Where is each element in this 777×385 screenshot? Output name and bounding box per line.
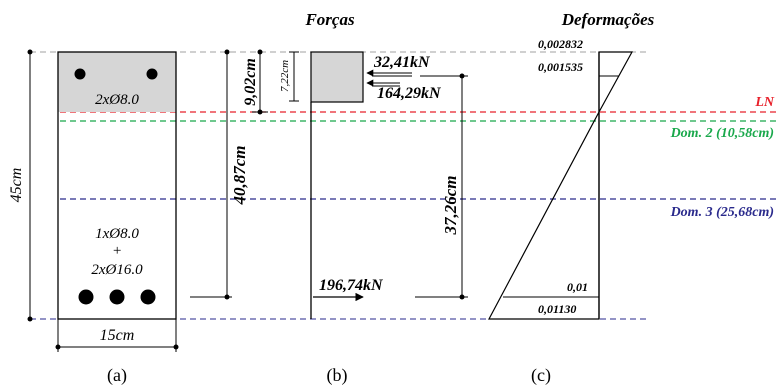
top-rebar xyxy=(146,68,158,80)
caption-b: (b) xyxy=(327,365,348,385)
dimension-dot xyxy=(173,344,179,350)
compression-zone xyxy=(58,52,176,112)
caption-a: (a) xyxy=(107,365,127,385)
d-label: 40,87cm xyxy=(230,145,249,205)
ln-label: LN xyxy=(754,95,775,110)
bottom-bars-label-2: 2xØ16.0 xyxy=(91,262,143,278)
strain-limit-label: 0,01 xyxy=(567,280,588,294)
top-bars-label: 2xØ8.0 xyxy=(95,92,139,108)
strain-steel-top-label: 0,001535 xyxy=(538,60,583,74)
dimension-dot xyxy=(224,49,230,55)
width-label: 15cm xyxy=(100,327,135,344)
dom3-label: Dom. 3 (25,68cm) xyxy=(670,205,774,220)
dimension-dot xyxy=(27,316,33,322)
bottom-bars-label-1: 1xØ8.0 xyxy=(95,226,139,242)
top-rebar xyxy=(74,68,86,80)
strain-profile xyxy=(598,51,634,113)
dimension-dot xyxy=(55,344,61,350)
dom2-label: Dom. 2 (10,58cm) xyxy=(670,126,774,141)
bottom-rebar xyxy=(78,289,94,305)
steel-compression-label: 32,41kN xyxy=(373,54,431,71)
bottom-rebar xyxy=(140,289,156,305)
tension-strain-profile xyxy=(488,111,600,320)
x-label: 9,02cm xyxy=(242,58,259,106)
strains-title: Deformações xyxy=(561,10,655,29)
bottom-bars-plus: + xyxy=(112,243,122,259)
lever-arm-label: 37,26cm xyxy=(441,175,460,235)
tension-label: 196,74kN xyxy=(319,277,384,294)
beam-cross-section xyxy=(57,51,177,320)
caption-c: (c) xyxy=(531,365,551,385)
strain-bottom-label: 0,01130 xyxy=(538,302,576,316)
dimension-dot xyxy=(27,49,33,55)
compression-block xyxy=(310,51,364,103)
dimension-dot xyxy=(257,49,263,55)
forces-title: Forças xyxy=(304,10,355,29)
bottom-rebar xyxy=(109,289,125,305)
concrete-compression-label: 164,29kN xyxy=(377,85,442,102)
strain-top-label: 0,002832 xyxy=(538,37,583,51)
height-label: 45cm xyxy=(8,168,25,203)
y-label: 7,22cm xyxy=(279,60,291,92)
